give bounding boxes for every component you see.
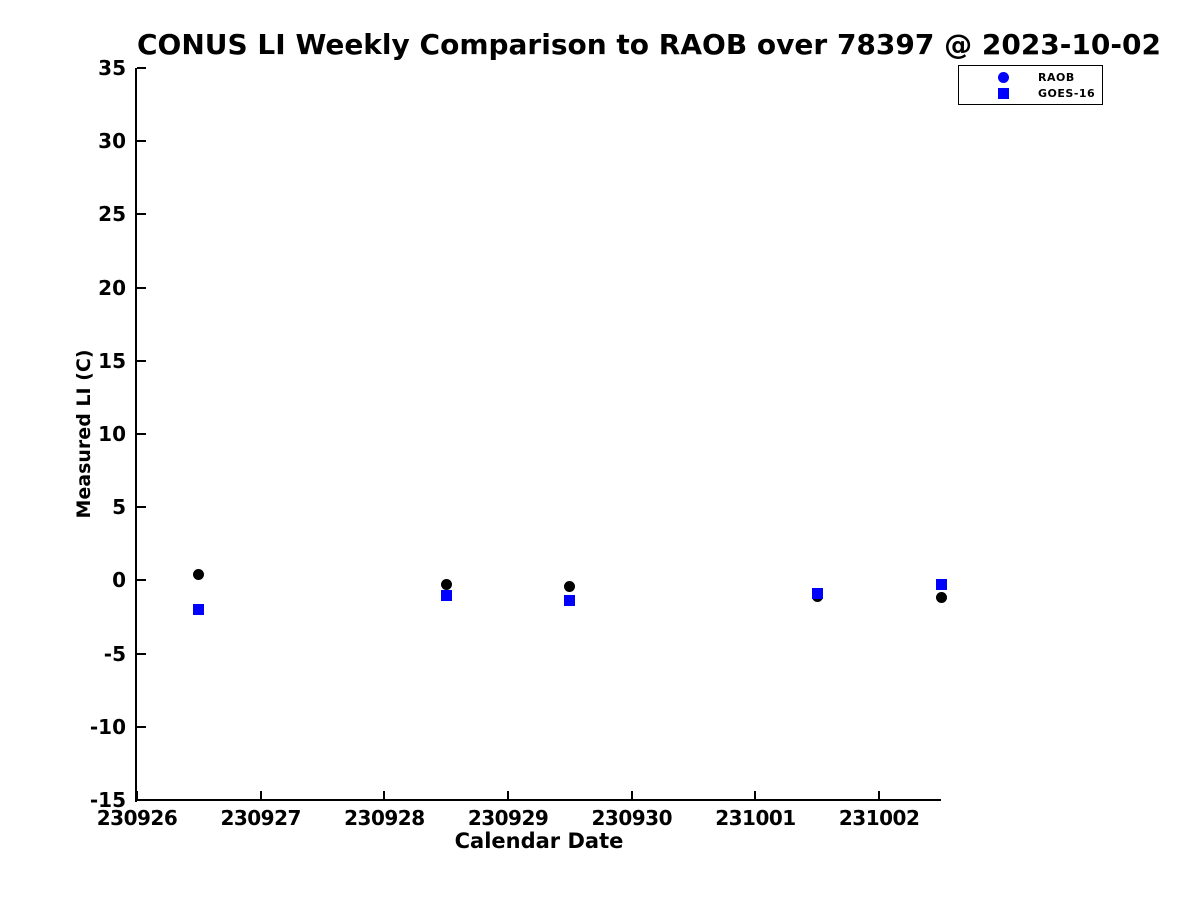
legend-entry-goes16: GOES-16 [959, 86, 1102, 101]
data-point-raob [440, 579, 452, 591]
y-tick-label: -10 [89, 714, 126, 739]
x-tick-label: 231001 [715, 806, 796, 830]
data-point-goes16 [935, 579, 947, 591]
y-tick-mark [137, 506, 146, 509]
data-point-raob [935, 592, 947, 604]
x-tick-mark [259, 791, 262, 800]
x-tick-label: 230926 [96, 806, 178, 830]
x-tick-mark [383, 791, 386, 800]
chart-title: CONUS LI Weekly Comparison to RAOB over … [137, 28, 1161, 61]
x-tick-mark [754, 791, 757, 800]
legend-entry-raob: RAOB [959, 70, 1102, 85]
y-tick-label: 5 [112, 495, 126, 520]
y-tick-mark [137, 286, 146, 289]
legend-circle-icon [998, 71, 1009, 83]
y-tick-label: 30 [98, 129, 126, 154]
y-tick-label: -5 [103, 641, 126, 666]
y-axis-spine [135, 68, 137, 802]
data-point-goes16 [564, 595, 576, 607]
y-tick-mark [137, 433, 146, 435]
y-tick-mark [137, 579, 146, 582]
x-tick-mark [630, 791, 633, 800]
x-tick-label: 230928 [344, 806, 425, 830]
y-tick-label: 0 [112, 568, 126, 593]
y-tick-mark [137, 799, 146, 801]
data-point-goes16 [440, 589, 452, 601]
legend-square-icon [998, 87, 1009, 99]
data-point-raob [193, 569, 205, 581]
x-tick-label: 230929 [467, 806, 549, 830]
y-tick-mark [137, 652, 146, 655]
y-tick-mark [137, 213, 146, 216]
y-tick-mark [137, 67, 146, 69]
y-tick-label: 15 [98, 348, 126, 373]
x-tick-mark [878, 791, 881, 800]
y-tick-label: -15 [89, 788, 126, 812]
y-tick-label: 35 [98, 56, 126, 80]
data-point-raob [564, 580, 576, 592]
y-tick-label: 25 [98, 202, 126, 227]
x-axis-label: Calendar Date [454, 829, 624, 853]
data-point-goes16 [811, 588, 823, 600]
data-point-goes16 [193, 604, 205, 616]
x-tick-label: 230927 [220, 806, 301, 830]
y-tick-mark [137, 140, 146, 143]
x-tick-label: 230930 [591, 806, 673, 830]
legend-label: GOES-16 [1038, 86, 1096, 100]
y-tick-mark [137, 359, 146, 362]
y-tick-label: 20 [98, 275, 126, 300]
legend-label: RAOB [1038, 70, 1075, 84]
y-tick-label: 10 [98, 422, 126, 446]
x-axis-spine [135, 799, 941, 801]
x-tick-mark [507, 791, 510, 800]
legend: RAOB GOES-16 [958, 65, 1103, 105]
x-tick-label: 231002 [838, 806, 920, 830]
x-tick-mark [136, 791, 138, 800]
y-tick-mark [137, 725, 146, 728]
